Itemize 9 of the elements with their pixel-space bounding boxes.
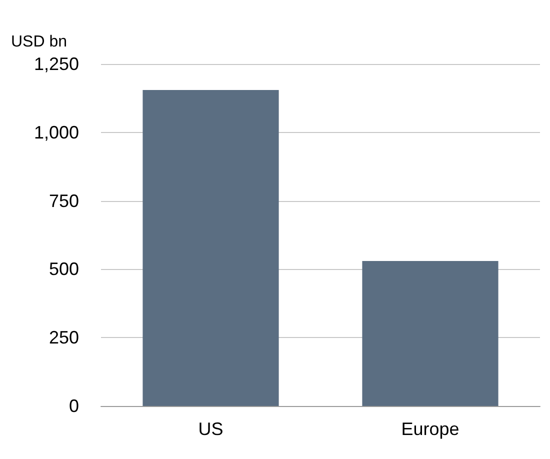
- x-tick-label: Europe: [401, 419, 460, 439]
- y-tick-label: 250: [48, 328, 79, 348]
- y-tick-label: 500: [48, 259, 79, 280]
- y-tick-label: 1,000: [34, 122, 79, 142]
- x-tick-label: US: [198, 419, 224, 439]
- y-tick-label: 750: [48, 190, 79, 211]
- y-tick-label: 1,250: [34, 54, 79, 74]
- y-axis-title: USD bn: [11, 34, 68, 50]
- y-tick-label: 0: [68, 396, 79, 416]
